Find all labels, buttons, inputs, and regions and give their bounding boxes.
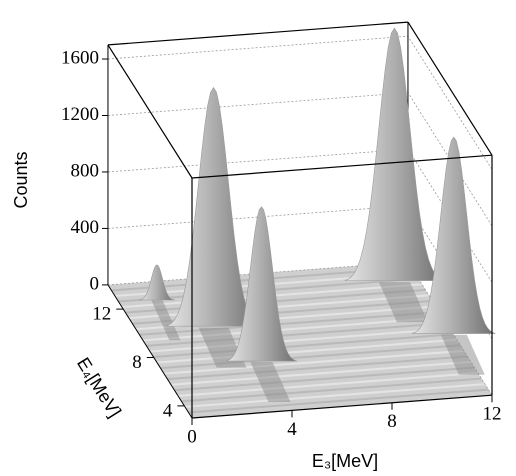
box-edge xyxy=(107,21,409,46)
floor-ridge xyxy=(167,355,468,381)
floor-ridge xyxy=(174,366,475,392)
axis-line xyxy=(107,284,193,419)
floor-ridge xyxy=(160,344,461,370)
y-tick-label: 12 xyxy=(92,303,111,324)
grid-line xyxy=(107,148,493,283)
peak xyxy=(225,206,297,362)
y-tick-label: 4 xyxy=(163,400,173,421)
z-axis-title: Counts xyxy=(11,151,31,208)
box-edge xyxy=(191,394,493,419)
y-tick-label: 8 xyxy=(132,352,142,373)
box-edge xyxy=(107,44,193,179)
floor-ridge xyxy=(156,338,458,364)
floor-ridge xyxy=(181,377,482,403)
floor-ridge xyxy=(170,360,472,386)
x-tick-label: 12 xyxy=(483,404,502,425)
floor-ridge xyxy=(142,316,444,342)
z-tick-label: 800 xyxy=(70,160,99,181)
box-edge xyxy=(407,21,493,156)
floor-ridge xyxy=(153,333,454,358)
peak-ridge xyxy=(250,362,291,402)
floor-ridge xyxy=(146,322,447,347)
floor-ridge xyxy=(184,383,486,408)
peak xyxy=(138,264,175,301)
grid-line xyxy=(107,35,493,170)
peak-ridge xyxy=(378,282,428,323)
x-axis-title: E₃[MeV] xyxy=(312,451,378,471)
peak-ridge xyxy=(440,334,485,375)
z-tick-label: 400 xyxy=(70,217,99,238)
peak-ridge xyxy=(151,300,181,341)
z-tick-label: 0 xyxy=(89,273,99,294)
peak xyxy=(412,136,496,334)
peak xyxy=(344,27,445,281)
box-edge xyxy=(191,154,493,179)
x-tick-label: 4 xyxy=(287,419,297,440)
x-tick-label: 0 xyxy=(187,426,197,447)
z-tick-label: 1200 xyxy=(61,104,99,125)
floor-ridge xyxy=(149,327,451,353)
y-axis-title: E₄[MeV] xyxy=(73,354,125,421)
floor-ridge xyxy=(188,388,489,414)
z-tick-label: 1600 xyxy=(61,47,99,68)
floor-ridge xyxy=(163,349,465,375)
floor-ridge xyxy=(177,372,479,397)
x-tick-label: 8 xyxy=(387,411,397,432)
floor-ridge xyxy=(139,311,440,336)
